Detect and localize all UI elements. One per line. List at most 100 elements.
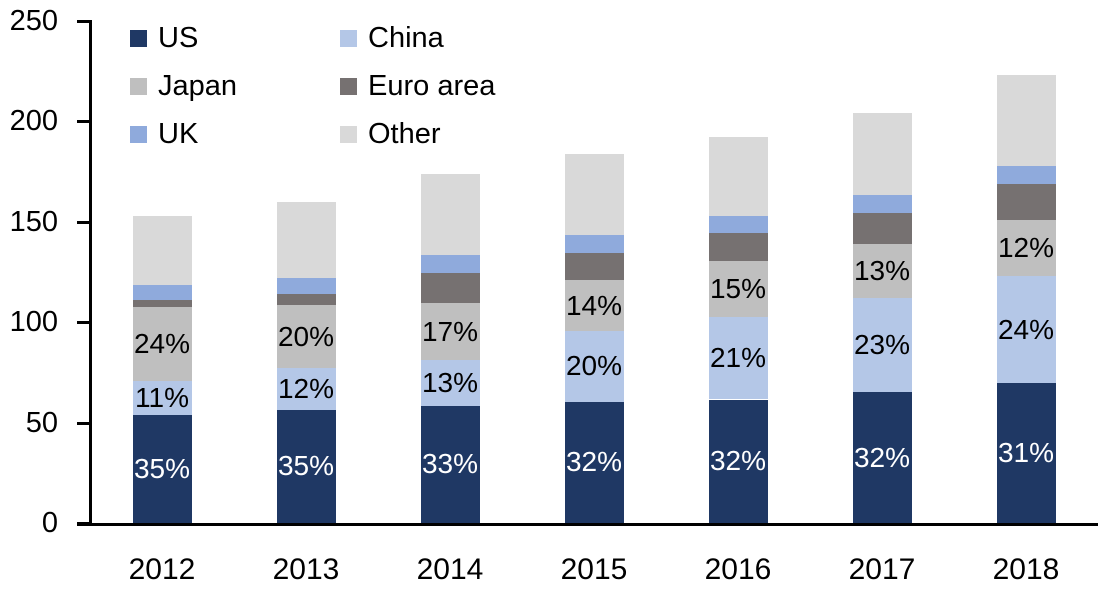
y-axis-tick-label: 250 [9, 5, 58, 37]
x-axis-label: 2015 [560, 553, 628, 586]
bar-segment-us [276, 409, 336, 523]
bar-segment-china [852, 298, 912, 393]
bar-segment-other [420, 173, 480, 255]
y-axis-tick [77, 321, 90, 325]
legend-label: Other [368, 117, 441, 150]
legend-item-uk: UK [130, 117, 198, 151]
legend-item-other: Other [340, 117, 441, 151]
bar-segment-euro-area [132, 300, 192, 308]
bar-segment-japan [996, 219, 1056, 276]
bar-segment-china [708, 317, 768, 400]
data-label: 14% [565, 289, 623, 321]
data-label: 20% [277, 320, 335, 352]
legend-label: China [368, 21, 444, 54]
bar-segment-euro-area [564, 252, 624, 281]
data-label: 35% [133, 452, 191, 484]
x-axis-label: 2016 [704, 553, 772, 586]
legend-label: UK [158, 117, 199, 150]
y-axis-tick [77, 421, 90, 425]
legend-swatch-icon [130, 77, 147, 95]
legend-swatch-icon [340, 29, 357, 47]
bar-segment-us [564, 401, 624, 523]
y-axis-tick [77, 220, 90, 224]
data-label: 13% [421, 366, 479, 398]
bar-segment-china [276, 368, 336, 410]
data-label: 24% [997, 313, 1055, 345]
bar-segment-uk [708, 215, 768, 233]
y-axis-tick-label: 100 [9, 306, 58, 339]
bar-segment-japan [132, 307, 192, 382]
bar-segment-china [996, 276, 1056, 384]
bar-segment-other [708, 137, 768, 216]
bar-segment-uk [852, 194, 912, 213]
legend-swatch-icon [130, 125, 147, 143]
data-label: 23% [853, 329, 911, 361]
bar-segment-uk [420, 254, 480, 273]
legend-item-euro-area: Euro area [340, 69, 495, 103]
legend-swatch-icon [340, 125, 357, 143]
data-label: 21% [709, 342, 767, 374]
legend-item-japan: Japan [130, 69, 237, 103]
bar-segment-euro-area [420, 273, 480, 304]
y-axis-tick-label: 50 [25, 406, 58, 439]
x-axis-label: 2017 [848, 553, 916, 586]
y-axis-tick-label: 150 [9, 205, 58, 238]
bar-segment-other [996, 75, 1056, 166]
bar-segment-japan [708, 260, 768, 318]
bar-segment-other [132, 215, 192, 286]
legend-item-china: China [340, 21, 444, 55]
bar-segment-us [132, 414, 192, 523]
legend-swatch-icon [130, 29, 147, 47]
bar-segment-euro-area [852, 212, 912, 244]
bar-segment-us [852, 392, 912, 523]
bar-segment-uk [132, 285, 192, 301]
legend-label: US [158, 21, 199, 54]
bar-segment-us [996, 383, 1056, 523]
bar-segment-japan [852, 243, 912, 299]
bar-segment-japan [564, 280, 624, 332]
data-label: 31% [997, 437, 1055, 469]
x-axis-label: 2013 [272, 553, 340, 586]
bar-segment-euro-area [708, 232, 768, 261]
y-axis-line [89, 20, 92, 526]
data-label: 12% [997, 231, 1055, 263]
bar-segment-uk [564, 234, 624, 253]
bar-segment-euro-area [996, 183, 1056, 220]
bar-segment-other [276, 201, 336, 279]
legend-swatch-icon [340, 77, 357, 95]
data-label: 17% [421, 315, 479, 347]
data-label: 15% [709, 273, 767, 305]
legend-item-us: US [130, 21, 198, 55]
bar-segment-us [420, 405, 480, 523]
bar-segment-us [708, 399, 768, 523]
data-label: 33% [421, 448, 479, 480]
y-axis-tick [77, 120, 90, 124]
legend-label: Japan [158, 69, 238, 102]
bar-segment-other [564, 153, 624, 235]
x-axis-line [77, 523, 1098, 526]
data-label: 32% [853, 441, 911, 473]
bar-segment-china [564, 331, 624, 402]
bar-segment-china [420, 360, 480, 406]
y-axis-tick [77, 20, 90, 23]
x-axis-label: 2012 [128, 553, 196, 586]
bar-segment-other [852, 113, 912, 195]
bar-segment-china [132, 381, 192, 415]
bar-segment-japan [276, 305, 336, 369]
data-label: 20% [565, 350, 623, 382]
data-label: 32% [565, 446, 623, 478]
legend-label: Euro area [368, 69, 496, 102]
bar-segment-uk [996, 165, 1056, 184]
data-label: 11% [135, 382, 189, 413]
y-axis-tick-label: 200 [9, 105, 58, 138]
data-label: 12% [277, 372, 335, 404]
x-axis-label: 2018 [992, 553, 1060, 586]
data-label: 13% [853, 254, 911, 286]
bar-segment-japan [420, 303, 480, 361]
y-axis-tick-label: 0 [41, 507, 58, 539]
data-label: 35% [277, 450, 335, 482]
bar-segment-uk [276, 278, 336, 295]
data-label: 32% [709, 445, 767, 477]
bar-segment-euro-area [276, 294, 336, 306]
